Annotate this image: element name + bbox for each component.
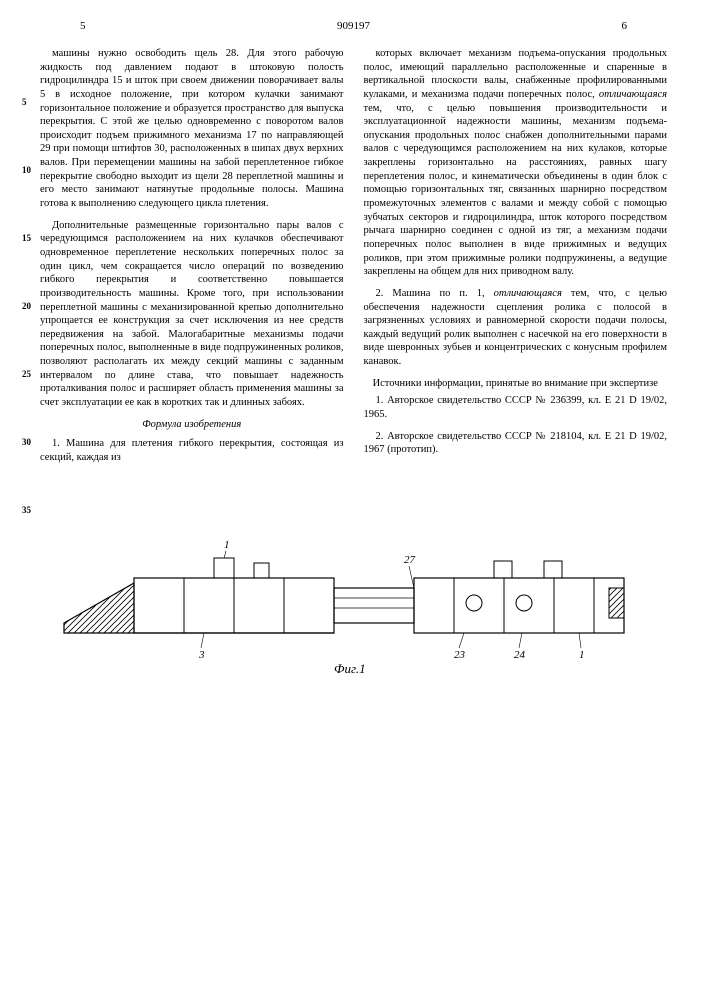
line-number: 15 — [22, 233, 31, 245]
callout: 24 — [514, 649, 526, 661]
line-number: 25 — [22, 369, 31, 381]
paragraph: 1. Машина для плетения гибкого перекрыти… — [40, 437, 344, 464]
paragraph: машины нужно освободить щель 28. Для это… — [40, 47, 344, 211]
callout: 3 — [198, 649, 205, 661]
callout: 23 — [454, 649, 466, 661]
paragraph: Дополнительные размещенные горизонтально… — [40, 219, 344, 410]
source-ref: 2. Авторское свидетельство СССР № 218104… — [364, 430, 668, 457]
line-number: 5 — [22, 97, 27, 109]
left-column: 5 10 15 20 25 30 35 машины нужно освобод… — [40, 47, 344, 473]
line-number: 10 — [22, 165, 31, 177]
patent-number: 909197 — [40, 20, 667, 32]
line-number: 35 — [22, 505, 31, 517]
callout: 27 — [404, 554, 416, 566]
figure-label: Фиг.1 — [334, 661, 366, 676]
line-number: 20 — [22, 301, 31, 313]
source-ref: 1. Авторское свидетельство СССР № 236399… — [364, 394, 668, 421]
callout: 1 — [579, 649, 585, 661]
column-number-right: 6 — [622, 20, 628, 32]
sources-heading: Источники информации, принятые во вниман… — [364, 377, 668, 391]
technical-drawing: 1 3 27 23 24 1 Фиг.1 — [54, 503, 654, 683]
text-columns: 5 10 15 20 25 30 35 машины нужно освобод… — [40, 47, 667, 473]
callout: 1 — [224, 539, 230, 551]
paragraph: 2. Машина по п. 1, отличающаяся тем, что… — [364, 287, 668, 369]
paragraph: которых включает механизм подъема-опуска… — [364, 47, 668, 279]
line-number: 30 — [22, 437, 31, 449]
figure-1: 1 3 27 23 24 1 Фиг.1 — [40, 503, 667, 688]
right-column: которых включает механизм подъема-опуска… — [364, 47, 668, 473]
formula-heading: Формула изобретения — [40, 418, 344, 432]
column-number-left: 5 — [80, 20, 86, 32]
